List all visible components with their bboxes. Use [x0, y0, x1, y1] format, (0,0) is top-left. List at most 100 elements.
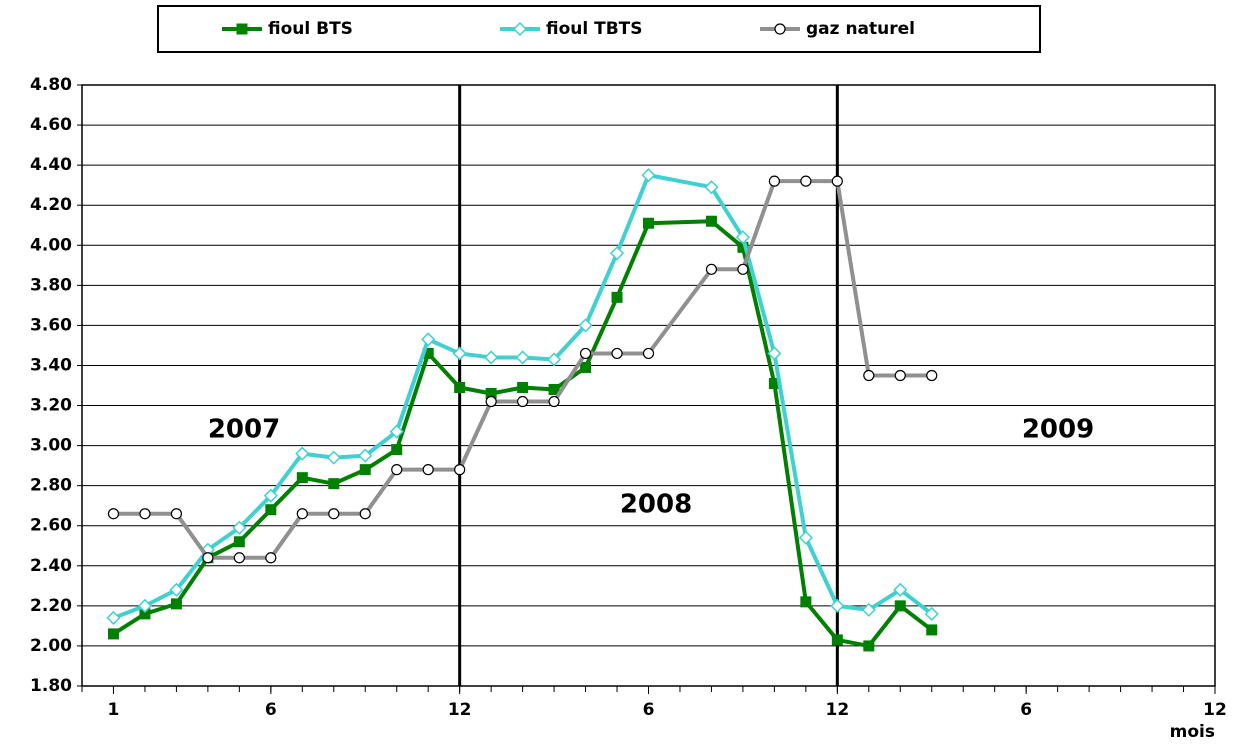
y-tick-label: 3.80 — [30, 275, 72, 295]
marker — [548, 384, 560, 396]
marker — [328, 508, 340, 520]
marker — [643, 217, 654, 229]
y-tick-label: 4.20 — [30, 195, 72, 215]
y-tick-label: 3.00 — [30, 436, 72, 456]
marker — [236, 23, 248, 35]
year-label: 2007 — [208, 415, 280, 445]
y-tick-label: 2.40 — [30, 556, 72, 576]
marker — [705, 215, 717, 227]
x-axis-label: mois — [1170, 722, 1215, 740]
marker — [579, 347, 592, 360]
marker — [611, 291, 623, 303]
x-tick-label: 6 — [265, 700, 277, 720]
marker — [170, 508, 183, 520]
marker — [926, 369, 938, 382]
marker — [547, 352, 562, 367]
marker — [233, 536, 245, 548]
marker — [391, 464, 403, 476]
marker — [517, 382, 529, 394]
marker — [735, 230, 750, 245]
marker — [359, 464, 371, 476]
y-tick-label: 2.80 — [30, 476, 72, 496]
y-tick-label: 1.80 — [30, 676, 72, 696]
marker — [924, 606, 939, 621]
marker — [611, 347, 623, 360]
marker — [202, 552, 214, 564]
marker — [893, 582, 908, 597]
marker — [774, 23, 786, 35]
marker — [578, 318, 593, 333]
marker — [328, 478, 340, 490]
year-label: 2008 — [620, 490, 692, 520]
marker — [232, 520, 247, 535]
marker — [421, 332, 436, 347]
marker — [767, 346, 782, 361]
legend-label: gaz naturel — [806, 19, 915, 39]
marker — [548, 395, 560, 408]
marker — [326, 450, 341, 465]
legend-label: fioul BTS — [268, 19, 353, 39]
y-tick-label: 3.60 — [30, 315, 72, 335]
marker — [389, 424, 404, 439]
marker — [798, 530, 813, 545]
marker — [484, 350, 499, 365]
marker — [454, 382, 466, 394]
marker — [295, 446, 310, 461]
marker — [233, 552, 245, 564]
marker — [926, 624, 938, 636]
marker — [580, 361, 592, 373]
marker — [515, 350, 530, 365]
x-tick-label: 12 — [448, 700, 472, 720]
marker — [137, 598, 153, 613]
marker — [517, 395, 529, 408]
marker — [863, 640, 875, 652]
marker — [170, 598, 182, 610]
marker — [894, 600, 906, 612]
marker — [107, 628, 119, 640]
marker — [452, 346, 467, 361]
x-tick-label: 6 — [643, 700, 655, 720]
marker — [265, 504, 277, 516]
marker — [107, 508, 120, 520]
marker — [296, 508, 308, 520]
marker — [609, 246, 625, 261]
x-tick-label: 1 — [108, 700, 120, 720]
y-tick-label: 2.20 — [30, 596, 72, 616]
x-tick-label: 12 — [1203, 700, 1227, 720]
marker — [705, 263, 718, 275]
marker — [863, 369, 875, 382]
marker — [831, 634, 843, 646]
y-tick-label: 4.60 — [30, 115, 72, 135]
plot-area — [81, 84, 1216, 687]
marker — [768, 175, 780, 187]
marker — [296, 472, 308, 484]
y-tick-label: 3.20 — [30, 396, 72, 416]
marker — [512, 21, 528, 37]
marker — [391, 444, 403, 456]
x-tick-label: 6 — [1020, 700, 1032, 720]
marker — [861, 602, 876, 617]
marker — [894, 369, 906, 382]
y-tick-label: 2.60 — [30, 516, 72, 536]
marker — [737, 263, 749, 275]
marker — [485, 395, 497, 408]
y-tick-label: 4.00 — [30, 235, 72, 255]
marker — [359, 508, 371, 520]
marker — [358, 448, 373, 463]
marker — [139, 508, 151, 520]
legend-label: fioul TBTS — [546, 19, 643, 39]
y-tick-label: 4.80 — [30, 75, 72, 95]
y-tick-label: 2.00 — [30, 636, 72, 656]
marker — [454, 464, 466, 476]
marker — [704, 180, 719, 195]
marker — [106, 610, 121, 625]
legend-box — [157, 5, 1041, 53]
series-line — [112, 173, 933, 620]
marker — [641, 168, 656, 183]
marker — [422, 464, 434, 476]
year-label: 2009 — [1022, 415, 1094, 445]
y-tick-label: 3.40 — [30, 355, 72, 375]
marker — [830, 598, 845, 613]
marker — [800, 175, 812, 187]
